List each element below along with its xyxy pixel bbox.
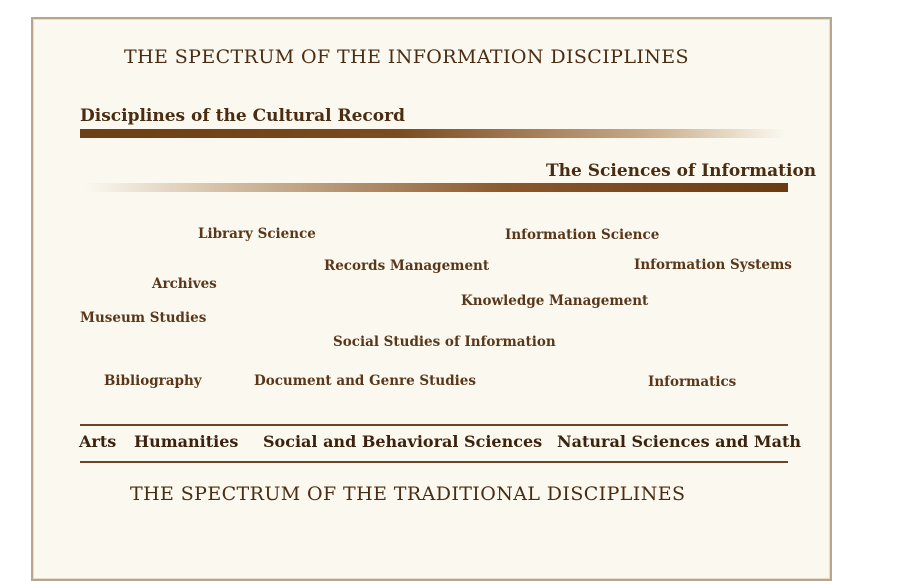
sciences-of-information-heading: The Sciences of Information [546,161,817,181]
traditional-humanities: Humanities [134,432,239,451]
discipline-library-science: Library Science [198,226,316,242]
cultural-record-bar [80,129,785,138]
bottom-title: THE SPECTRUM OF THE TRADITIONAL DISCIPLI… [130,483,686,505]
diagram-panel [31,17,832,581]
discipline-museum-studies: Museum Studies [80,310,207,326]
discipline-information-science: Information Science [505,227,660,243]
discipline-archives: Archives [152,276,217,292]
discipline-bibliography: Bibliography [104,373,202,389]
traditional-social-behavioral-sciences: Social and Behavioral Sciences [263,432,543,451]
discipline-information-systems: Information Systems [634,257,792,273]
discipline-knowledge-management: Knowledge Management [461,293,649,309]
discipline-document-and-genre-studies: Document and Genre Studies [254,373,476,389]
top-title: THE SPECTRUM OF THE INFORMATION DISCIPLI… [124,46,689,68]
discipline-informatics: Informatics [648,374,737,390]
traditional-top-rule [80,424,788,426]
discipline-social-studies-of-information: Social Studies of Information [333,334,556,350]
traditional-arts: Arts [79,432,117,451]
traditional-bottom-rule [80,461,788,463]
traditional-natural-sciences-math: Natural Sciences and Math [557,432,802,451]
discipline-records-management: Records Management [324,258,490,274]
sciences-of-information-bar [86,183,788,192]
cultural-record-heading: Disciplines of the Cultural Record [80,106,405,126]
